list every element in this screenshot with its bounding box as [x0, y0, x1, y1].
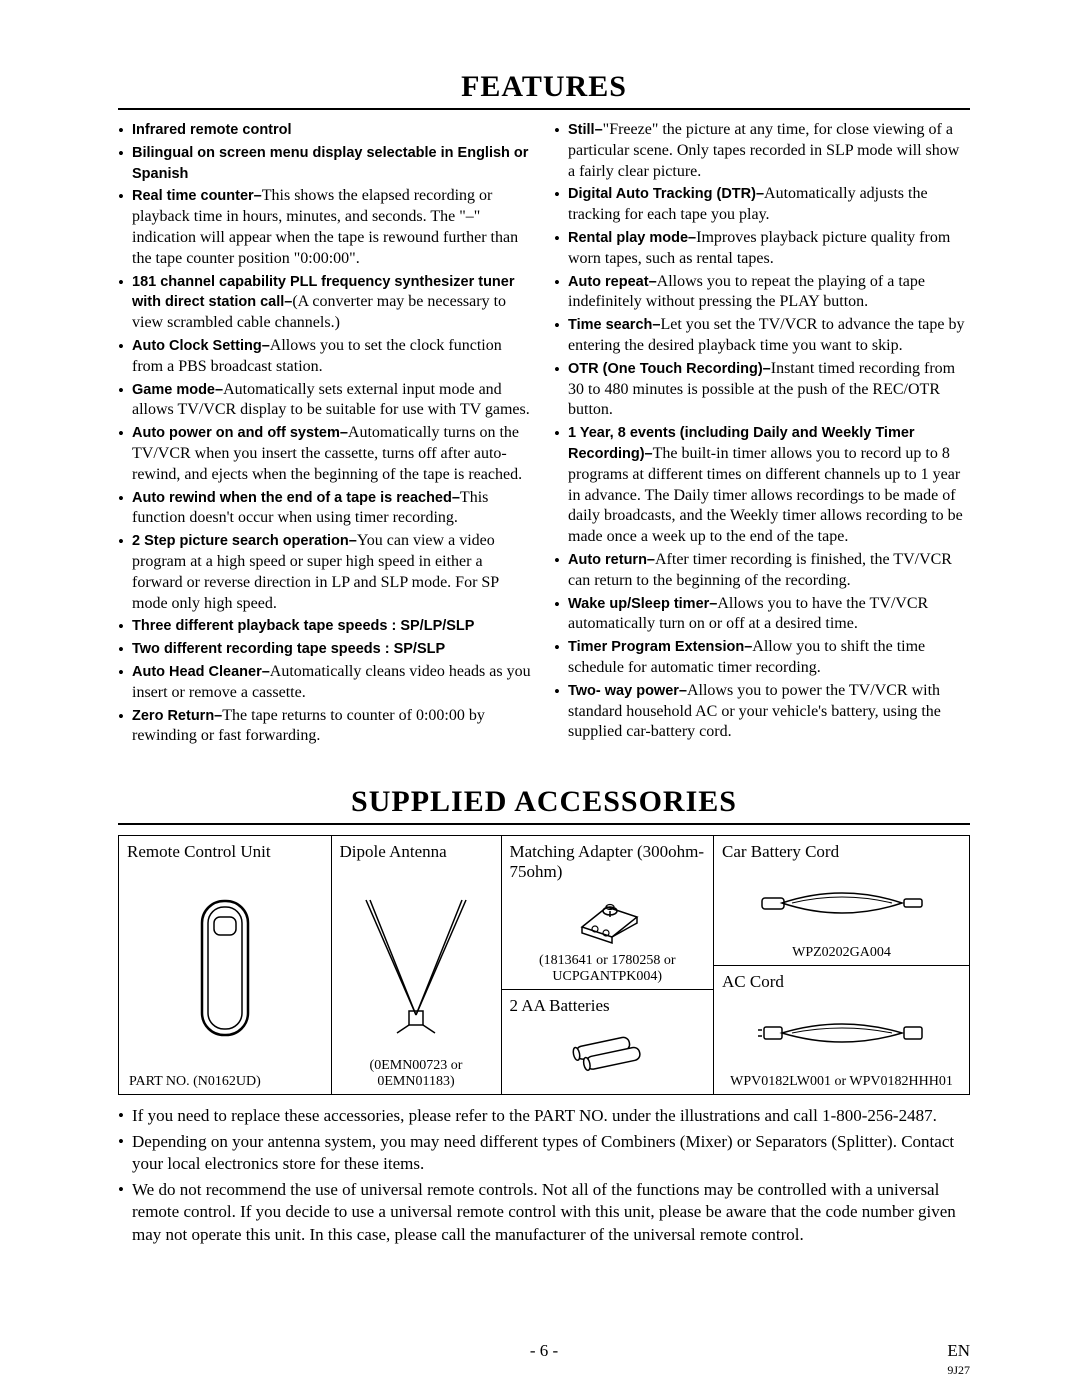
note-item: We do not recommend the use of universal…	[118, 1179, 970, 1245]
feature-bold: 2 Step picture search operation–	[132, 533, 357, 549]
features-columns: Infrared remote control Bilingual on scre…	[118, 120, 970, 749]
feature-item: Two different recording tape speeds : SP…	[118, 639, 534, 660]
page-code: 9J27	[947, 1363, 970, 1378]
feature-item: 2 Step picture search operation–You can …	[118, 531, 534, 614]
feature-item: Bilingual on screen menu display selecta…	[118, 143, 534, 185]
feature-item: 181 channel capability PLL frequency syn…	[118, 272, 534, 334]
feature-item: Real time counter–This shows the elapsed…	[118, 186, 534, 269]
antenna-partno: (0EMN00723 or 0EMN01183)	[340, 1058, 493, 1090]
adapter-illustration	[510, 881, 706, 953]
feature-bold: Rental play mode–	[568, 230, 696, 246]
page-footer: - 6 - EN 9J27	[118, 1341, 970, 1361]
feature-item: Three different playback tape speeds : S…	[118, 616, 534, 637]
feature-bold: Infrared remote control	[132, 122, 292, 138]
features-heading: FEATURES	[118, 70, 970, 104]
feature-item: Timer Program Extension–Allow you to shi…	[554, 637, 970, 679]
feature-bold: Auto power on and off system–	[132, 425, 348, 441]
remote-partno: PART NO. (N0162UD)	[127, 1074, 323, 1090]
feature-text: "Freeze" the picture at any time, for cl…	[568, 121, 959, 180]
accord-illustration	[722, 991, 961, 1074]
feature-item: Auto repeat–Allows you to repeat the pla…	[554, 272, 970, 314]
feature-bold: Auto Head Cleaner–	[132, 664, 270, 680]
feature-item: 1 Year, 8 events (including Daily and We…	[554, 423, 970, 548]
feature-bold: Real time counter–	[132, 188, 262, 204]
adapter-label: Matching Adapter (300ohm-75ohm)	[510, 842, 706, 881]
page-lang: EN	[947, 1341, 970, 1361]
feature-item: Time search–Let you set the TV/VCR to ad…	[554, 315, 970, 357]
remote-label: Remote Control Unit	[127, 842, 323, 862]
feature-bold: Three different playback tape speeds : S…	[132, 618, 474, 634]
accord-partno: WPV0182LW001 or WPV0182HHH01	[722, 1074, 961, 1090]
feature-item: Wake up/Sleep timer–Allows you to have t…	[554, 594, 970, 636]
accessories-table: Remote Control Unit PART NO. (N0162UD) D…	[118, 835, 970, 1095]
feature-bold: Game mode–	[132, 382, 223, 398]
notes-list: If you need to replace these accessories…	[118, 1105, 970, 1246]
page-number: - 6 -	[118, 1341, 970, 1361]
feature-item: Auto power on and off system–Automatical…	[118, 423, 534, 485]
feature-item: Auto return–After timer recording is fin…	[554, 550, 970, 592]
features-right-list: Still–"Freeze" the picture at any time, …	[554, 120, 970, 743]
feature-bold: Auto repeat–	[568, 274, 657, 290]
feature-bold: OTR (One Touch Recording)–	[568, 361, 771, 377]
accessories-rule	[118, 823, 970, 825]
carcord-illustration	[722, 862, 961, 945]
note-item: If you need to replace these accessories…	[118, 1105, 970, 1127]
feature-item: Auto rewind when the end of a tape is re…	[118, 488, 534, 530]
antenna-illustration	[340, 862, 493, 1058]
batteries-illustration	[510, 1016, 706, 1090]
feature-item: Still–"Freeze" the picture at any time, …	[554, 120, 970, 182]
feature-bold: Auto return–	[568, 552, 655, 568]
feature-bold: Time search–	[568, 317, 660, 333]
note-item: Depending on your antenna system, you ma…	[118, 1131, 970, 1175]
accord-label: AC Cord	[722, 972, 961, 992]
feature-item: Auto Clock Setting–Allows you to set the…	[118, 336, 534, 378]
feature-bold: Timer Program Extension–	[568, 639, 752, 655]
feature-bold: Digital Auto Tracking (DTR)–	[568, 186, 764, 202]
feature-item: Zero Return–The tape returns to counter …	[118, 706, 534, 748]
feature-bold: Two- way power–	[568, 683, 687, 699]
feature-item: Two- way power–Allows you to power the T…	[554, 681, 970, 743]
feature-item: Digital Auto Tracking (DTR)–Automaticall…	[554, 184, 970, 226]
feature-item: Auto Head Cleaner–Automatically cleans v…	[118, 662, 534, 704]
feature-bold: Wake up/Sleep timer–	[568, 596, 717, 612]
features-left-list: Infrared remote control Bilingual on scre…	[118, 120, 534, 747]
feature-bold: Still–	[568, 122, 603, 138]
feature-item: Game mode–Automatically sets external in…	[118, 380, 534, 422]
feature-bold: Bilingual on screen menu display selecta…	[132, 145, 528, 182]
feature-item: OTR (One Touch Recording)–Instant timed …	[554, 359, 970, 421]
carcord-partno: WPZ0202GA004	[722, 945, 961, 961]
feature-item: Rental play mode–Improves playback pictu…	[554, 228, 970, 270]
carcord-label: Car Battery Cord	[722, 842, 961, 862]
feature-bold: Auto rewind when the end of a tape is re…	[132, 490, 460, 506]
remote-illustration	[127, 862, 323, 1074]
feature-bold: Two different recording tape speeds : SP…	[132, 641, 445, 657]
feature-bold: Zero Return–	[132, 708, 222, 724]
features-rule	[118, 108, 970, 110]
feature-bold: Auto Clock Setting–	[132, 338, 270, 354]
batteries-label: 2 AA Batteries	[510, 996, 706, 1016]
adapter-partno: (1813641 or 1780258 or UCPGANTPK004)	[510, 953, 706, 985]
feature-item: Infrared remote control	[118, 120, 534, 141]
accessories-heading: SUPPLIED ACCESSORIES	[118, 785, 970, 819]
antenna-label: Dipole Antenna	[340, 842, 493, 862]
